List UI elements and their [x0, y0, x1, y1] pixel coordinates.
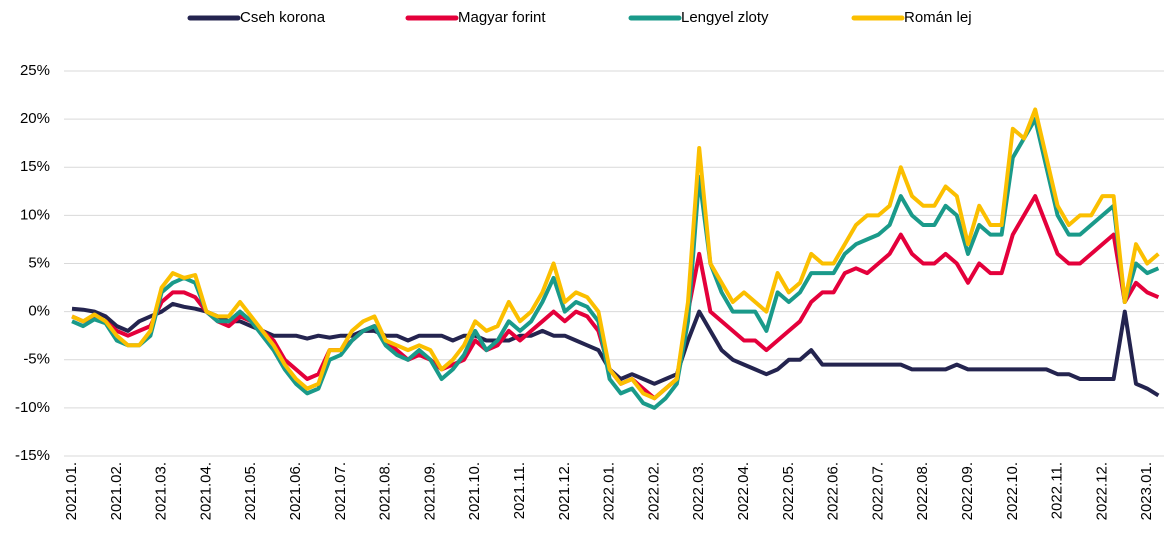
legend-label: Magyar forint — [458, 9, 546, 26]
x-tick-label: 2021.06. — [287, 462, 304, 520]
x-tick-label: 2021.04. — [197, 462, 214, 520]
y-tick-label: 0% — [28, 303, 50, 320]
x-tick-label: 2021.07. — [332, 462, 349, 520]
x-tick-label: 2021.12. — [556, 462, 573, 520]
y-tick-label: 10% — [20, 206, 50, 223]
x-tick-label: 2022.01. — [601, 462, 618, 520]
x-tick-label: 2021.09. — [421, 462, 438, 520]
x-tick-label: 2022.12. — [1093, 462, 1110, 520]
x-tick-label: 2022.08. — [914, 462, 931, 520]
series-line — [71, 107, 1160, 401]
y-tick-label: -15% — [15, 447, 50, 464]
x-tick-label: 2022.10. — [1004, 462, 1021, 520]
x-tick-label: 2022.02. — [645, 462, 662, 520]
x-tick-label: 2021.05. — [242, 462, 259, 520]
y-tick-label: 20% — [20, 110, 50, 127]
x-tick-label: 2021.10. — [466, 462, 483, 520]
x-tick-label: 2022.05. — [780, 462, 797, 520]
legend-label: Lengyel zloty — [681, 9, 769, 26]
x-tick-label: 2022.03. — [690, 462, 707, 520]
legend-label: Román lej — [904, 9, 972, 26]
x-tick-label: 2021.11. — [511, 462, 528, 519]
series-line — [71, 117, 1160, 410]
x-tick-label: 2022.11. — [1049, 462, 1066, 519]
y-tick-label: -5% — [23, 351, 50, 368]
legend-label: Cseh korona — [240, 9, 326, 26]
y-tick-label: -10% — [15, 399, 50, 416]
x-tick-label: 2022.04. — [735, 462, 752, 520]
x-tick-label: 2021.03. — [153, 462, 170, 520]
y-tick-label: 25% — [20, 62, 50, 79]
x-tick-label: 2021.02. — [108, 462, 125, 520]
x-tick-label: 2021.01. — [63, 462, 80, 520]
x-tick-label: 2022.09. — [959, 462, 976, 520]
x-tick-label: 2023.01. — [1138, 462, 1155, 520]
x-tick-label: 2021.08. — [377, 462, 394, 520]
x-tick-label: 2022.06. — [825, 462, 842, 520]
y-tick-label: 5% — [28, 254, 50, 271]
y-tick-label: 15% — [20, 158, 50, 175]
x-tick-label: 2022.07. — [869, 462, 886, 520]
